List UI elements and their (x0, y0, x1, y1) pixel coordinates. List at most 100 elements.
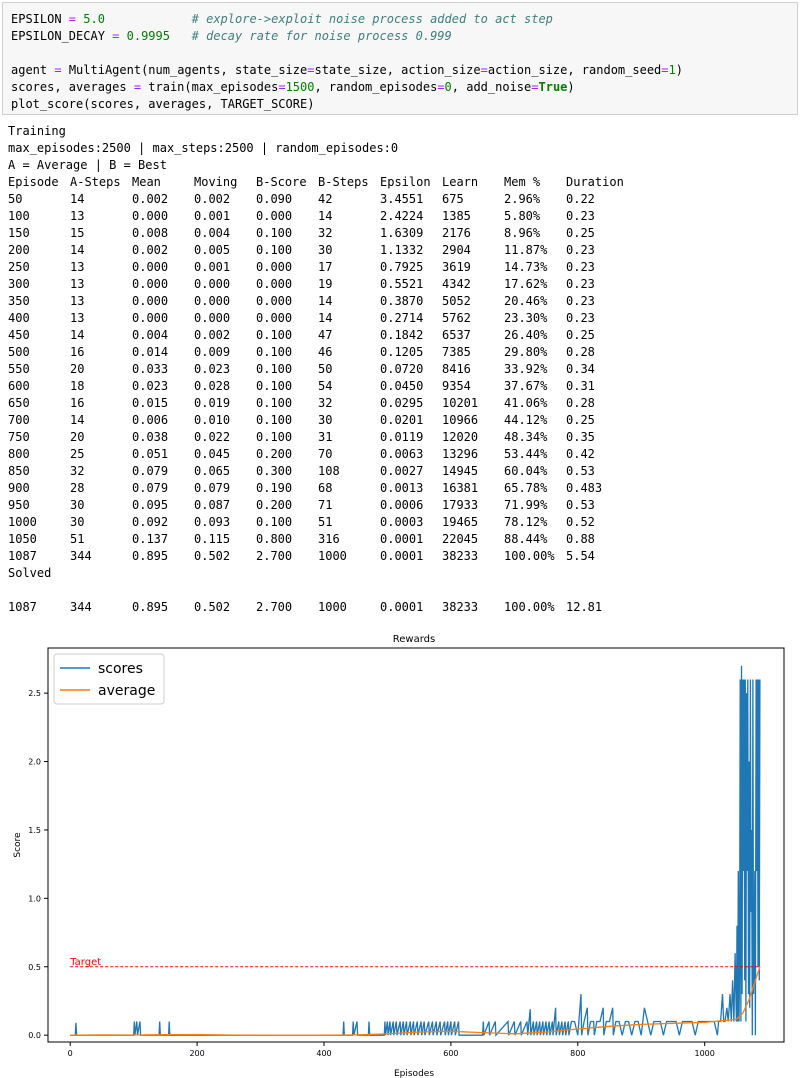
table-cell: 14 (70, 328, 85, 342)
table-cell: 14 (318, 311, 333, 325)
final-cell: 0.895 (132, 600, 169, 614)
table-cell: 71 (318, 498, 333, 512)
table-cell: 675 (442, 192, 464, 206)
table-cell: 0.190 (256, 481, 293, 495)
table-cell: 14.73% (504, 260, 548, 274)
code-token: 1500 (285, 80, 315, 94)
y-axis-label: Score (13, 832, 23, 858)
table-cell: 0.023 (132, 379, 169, 393)
table-cell: 0.100 (256, 226, 293, 240)
x-tick-label: 400 (316, 1049, 331, 1058)
table-cell: 26.40% (504, 328, 548, 342)
x-tick-label: 600 (443, 1049, 458, 1058)
training-label: Training (8, 124, 66, 138)
table-cell: 0.115 (194, 532, 231, 546)
table-cell: 1087 (8, 549, 37, 563)
code-token: ) (675, 63, 683, 77)
table-cell: 0.200 (256, 498, 293, 512)
table-cell: 88.44% (504, 532, 548, 546)
table-cell: 0.000 (194, 311, 231, 325)
table-cell: 0.079 (132, 481, 169, 495)
table-cell: 0.25 (566, 328, 595, 342)
table-cell: 0.200 (256, 447, 293, 461)
table-cell: 0.100 (256, 515, 293, 529)
final-cell: 0.0001 (380, 600, 424, 614)
table-cell: 2.4224 (380, 209, 424, 223)
table-cell: 0.23 (566, 243, 595, 257)
table-cell: 44.12% (504, 413, 548, 427)
table-cell: 12020 (442, 430, 479, 444)
table-cell: 0.000 (194, 277, 231, 291)
code-token: action_size, random_seed (487, 63, 662, 77)
table-cell: 0.52 (566, 515, 595, 529)
table-cell: 0.53 (566, 464, 595, 478)
table-cell: 32 (318, 226, 333, 240)
table-cell: 1385 (442, 209, 471, 223)
table-cell: 4342 (442, 277, 471, 291)
header-mean: Mean (132, 175, 161, 189)
table-cell: 50 (318, 362, 333, 376)
table-row: 200 14 0.002 0.005 0.100 30 1.1332 2904 11.87% 0.… (8, 242, 624, 259)
table-row: 350 13 0.000 0.000 0.000 14 0.3870 5052 20.46% 0.… (8, 293, 624, 310)
table-cell: 17933 (442, 498, 479, 512)
table-cell: 1.1332 (380, 243, 424, 257)
table-cell: 0.0063 (380, 447, 424, 461)
code-token: = (661, 63, 669, 77)
code-token: True (538, 80, 568, 94)
code-editor[interactable]: EPSILON = 5.0 # explore->exploit noise p… (11, 11, 683, 113)
table-cell: 0.7925 (380, 260, 424, 274)
table-cell: 13 (70, 311, 85, 325)
table-row: 650 16 0.015 0.019 0.100 32 0.0295 10201 41.06% 0… (8, 395, 624, 412)
table-cell: 250 (8, 260, 30, 274)
table-cell: 0.300 (256, 464, 293, 478)
table-row: 700 14 0.006 0.010 0.100 30 0.0201 10966 44.12% 0… (8, 412, 624, 429)
table-cell: 46 (318, 345, 333, 359)
table-cell: 51 (70, 532, 85, 546)
table-cell: 0.0295 (380, 396, 424, 410)
code-cell[interactable]: EPSILON = 5.0 # explore->exploit noise p… (2, 2, 798, 115)
table-cell: 30 (318, 243, 333, 257)
table-cell: 30 (318, 413, 333, 427)
table-row: 1000 30 0.092 0.093 0.100 51 0.0003 19465 78.12%… (8, 514, 624, 531)
x-tick-label: 0 (68, 1049, 73, 1058)
table-cell: 3619 (442, 260, 471, 274)
table-cell: 200 (8, 243, 30, 257)
table-cell: 0.22 (566, 192, 595, 206)
table-cell: 5.80% (504, 209, 541, 223)
code-token: agent (11, 63, 55, 77)
table-row: 750 20 0.038 0.022 0.100 31 0.0119 12020 48.34% 0… (8, 429, 624, 446)
code-token: 5.0 (83, 12, 105, 26)
legend-line: A = Average | B = Best (8, 158, 167, 172)
y-tick-label: 0.5 (28, 963, 41, 972)
table-cell: 600 (8, 379, 30, 393)
table-cell: 0.000 (132, 311, 169, 325)
y-axis: 0.0 0.5 1.0 1.5 2.0 2.5 (28, 689, 48, 1040)
code-token: 1 (668, 63, 676, 77)
table-cell: 14 (70, 413, 85, 427)
table-cell: 0.000 (256, 209, 293, 223)
table-cell: 0.014 (132, 345, 169, 359)
table-cell: 0.001 (194, 260, 231, 274)
table-cell: 0.100 (256, 345, 293, 359)
table-cell: 51 (318, 515, 333, 529)
code-token: scores, averages (11, 80, 134, 94)
table-cell: 0.002 (132, 243, 169, 257)
table-cell: 0.895 (132, 549, 169, 563)
table-row: 850 32 0.079 0.065 0.300 108 0.0027 14945 60.04%… (8, 463, 624, 480)
table-cell: 37.67% (504, 379, 548, 393)
table-cell: 0.25 (566, 226, 595, 240)
table-row: 550 20 0.033 0.023 0.100 50 0.0720 8416 33.92% 0.… (8, 361, 624, 378)
code-token: = (54, 63, 62, 77)
table-cell: 0.0201 (380, 413, 424, 427)
table-cell: 17.62% (504, 277, 548, 291)
table-cell: 0.000 (132, 277, 169, 291)
x-axis: 0 200 400 600 800 1000 (68, 1042, 715, 1058)
table-cell: 900 (8, 481, 30, 495)
table-cell: 0.0001 (380, 532, 424, 546)
table-cell: 53.44% (504, 447, 548, 461)
table-row: 950 30 0.095 0.087 0.200 71 0.0006 17933 71.99% 0… (8, 497, 624, 514)
table-cell: 1000 (8, 515, 37, 529)
final-cell: 2.700 (256, 600, 293, 614)
table-cell: 0.002 (194, 328, 231, 342)
table-cell: 17 (318, 260, 333, 274)
